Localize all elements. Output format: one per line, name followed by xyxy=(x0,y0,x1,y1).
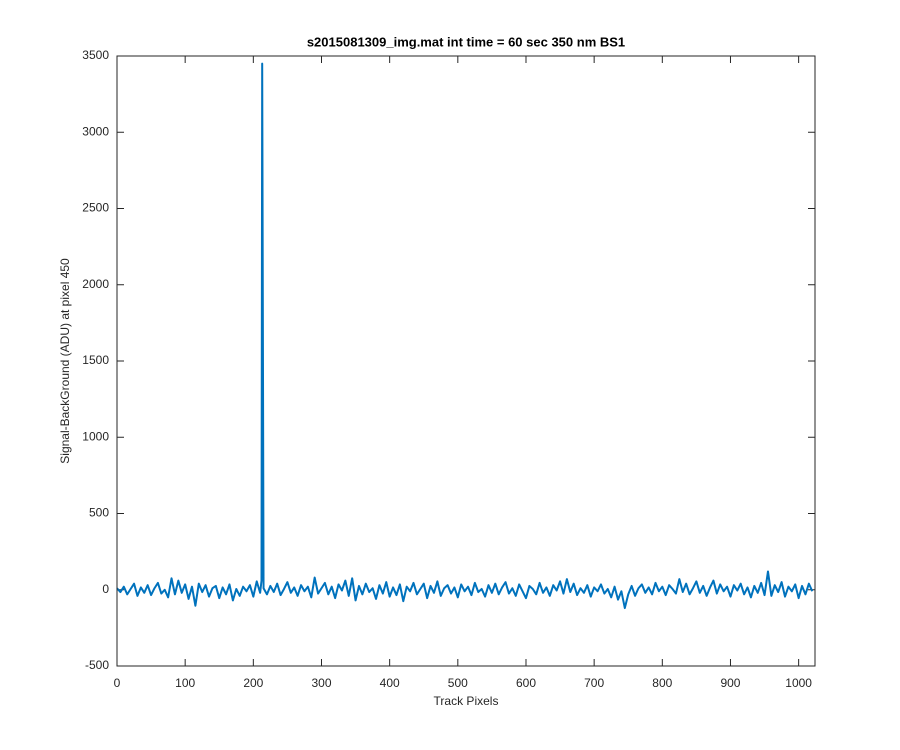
y-tick-label: 0 xyxy=(102,582,109,596)
plot-area xyxy=(117,56,815,666)
y-tick-label: 2500 xyxy=(82,201,109,215)
x-tick-label: 100 xyxy=(175,676,195,690)
y-axis-label: Signal-BackGround (ADU) at pixel 450 xyxy=(58,258,72,464)
x-tick-label: 1000 xyxy=(785,676,812,690)
data-line xyxy=(116,62,814,610)
y-tick-label: 1000 xyxy=(82,429,109,443)
x-axis-label: Track Pixels xyxy=(434,694,499,708)
x-tick-label: 300 xyxy=(311,676,331,690)
y-tick-label: 2000 xyxy=(82,277,109,291)
y-tick-label: 1500 xyxy=(82,353,109,367)
chart-title: s2015081309_img.mat int time = 60 sec 35… xyxy=(307,34,625,49)
y-tick-label: 3500 xyxy=(82,48,109,62)
x-tick-label: 500 xyxy=(448,676,468,690)
y-tick-label: 500 xyxy=(89,506,109,520)
x-tick-label: 400 xyxy=(380,676,400,690)
x-tick-label: 200 xyxy=(243,676,263,690)
x-tick-label: 700 xyxy=(584,676,604,690)
axes-box xyxy=(116,55,816,667)
x-tick-label: 600 xyxy=(516,676,536,690)
x-tick-label: 800 xyxy=(652,676,672,690)
x-tick-label: 0 xyxy=(114,676,121,690)
y-tick-label: 3000 xyxy=(82,124,109,138)
x-tick-label: 900 xyxy=(720,676,740,690)
y-tick-label: -500 xyxy=(85,658,109,672)
